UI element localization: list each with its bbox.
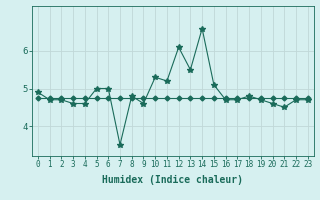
X-axis label: Humidex (Indice chaleur): Humidex (Indice chaleur) (102, 175, 243, 185)
